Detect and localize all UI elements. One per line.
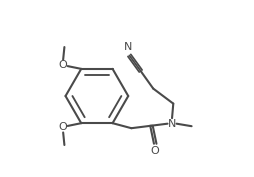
Text: O: O	[151, 146, 160, 156]
Text: N: N	[124, 42, 132, 52]
Text: O: O	[59, 60, 68, 70]
Text: O: O	[59, 122, 68, 132]
Text: N: N	[168, 119, 176, 129]
